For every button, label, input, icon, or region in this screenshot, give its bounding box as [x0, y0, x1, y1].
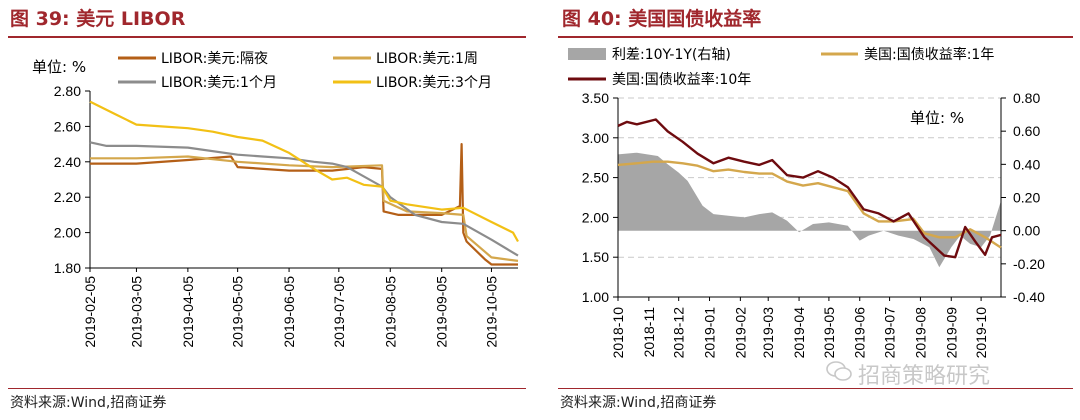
right-title-rule — [558, 36, 1073, 38]
y2-tick-label: -0.40 — [1013, 289, 1045, 305]
y-tick-label: 2.60 — [54, 118, 81, 134]
x-tick-label: 2019-02 — [732, 307, 748, 359]
y-tick-label: 2.40 — [54, 154, 81, 170]
y-tick-label: 1.50 — [582, 249, 609, 265]
x-tick-label: 2019-07 — [882, 307, 898, 359]
x-tick-label: 2019-09 — [943, 307, 959, 359]
y-tick-label: 2.50 — [582, 170, 609, 186]
x-tick-label: 2019-01 — [702, 307, 718, 359]
y2-tick-label: 0.60 — [1013, 123, 1040, 139]
left-source-note: 资料来源:Wind,招商证券 — [10, 395, 167, 411]
y-tick-label: 3.50 — [582, 90, 609, 106]
x-tick-label: 2019-07-05 — [331, 276, 347, 348]
x-tick-label: 2019-02-05 — [82, 276, 98, 348]
legend-label: LIBOR:美元:1周 — [376, 51, 478, 67]
left-title-rule — [8, 36, 526, 38]
y2-tick-label: 0.20 — [1013, 190, 1040, 206]
legend-label: 美国:国债收益率:1年 — [864, 46, 994, 63]
unit-label: 单位: % — [32, 58, 86, 76]
right-source-note: 资料来源:Wind,招商证券 — [560, 395, 717, 411]
x-tick-label: 2019-04-05 — [180, 276, 196, 348]
watermark: 招商策略研究 — [858, 364, 991, 389]
x-tick-label: 2019-08 — [912, 307, 928, 359]
x-tick-label: 2019-06-05 — [281, 276, 297, 348]
legend-label: LIBOR:美元:1个月 — [161, 75, 277, 91]
x-tick-label: 2019-10 — [973, 307, 989, 359]
x-tick-label: 2019-04 — [791, 307, 807, 359]
y-tick-label: 1.80 — [54, 260, 81, 276]
series-line — [89, 141, 519, 257]
x-tick-label: 2019-03-05 — [128, 276, 144, 348]
spread-area — [618, 152, 1001, 268]
series-line — [617, 160, 1002, 249]
x-tick-label: 2019-10-05 — [483, 276, 499, 348]
left-figure-title: 图 39: 美元 LIBOR — [10, 8, 186, 30]
series-line — [617, 118, 1002, 259]
y-tick-label: 3.00 — [582, 130, 609, 146]
y2-tick-label: 0.00 — [1013, 223, 1040, 239]
y-tick-label: 2.00 — [582, 209, 609, 225]
legend-swatch — [568, 48, 606, 60]
legend-label: LIBOR:美元:隔夜 — [161, 51, 268, 67]
x-tick-label: 2018-11 — [641, 307, 657, 358]
x-tick-label: 2019-05-05 — [230, 276, 246, 348]
treasury-chart: 3.50 3.00 2.50 2.00 1.50 1.00 0.80 0.60 0.40 0.20… — [568, 46, 1045, 359]
y2-tick-label: 0.80 — [1013, 90, 1040, 106]
right-figure-title: 图 40: 美国国债收益率 — [562, 8, 762, 30]
left-bottom-rule — [8, 388, 526, 389]
legend-label: 利差:10Y-1Y(右轴) — [612, 47, 731, 63]
x-tick-label: 2018-10 — [610, 307, 626, 359]
unit-label: 单位: % — [910, 109, 964, 127]
y-tick-label: 2.80 — [54, 83, 81, 99]
x-tick-label: 2019-03 — [760, 307, 776, 359]
x-tick-label: 2019-06 — [852, 307, 868, 359]
y-tick-label: 1.00 — [582, 289, 609, 305]
y-tick-label: 2.20 — [54, 189, 81, 205]
y2-tick-label: -0.20 — [1013, 256, 1045, 272]
y2-tick-label: 0.40 — [1013, 156, 1040, 172]
x-tick-label: 2018-12 — [671, 307, 687, 359]
x-tick-label: 2019-09-05 — [434, 276, 450, 348]
series-line — [90, 155, 519, 262]
legend-label: LIBOR:美元:3个月 — [376, 75, 492, 91]
right-bottom-rule — [558, 388, 1073, 389]
legend-label: 美国:国债收益率:10年 — [612, 71, 751, 88]
x-tick-label: 2019-08-05 — [382, 276, 398, 348]
x-tick-label: 2019-05 — [821, 307, 837, 359]
wechat-icon — [826, 361, 852, 381]
series-line — [89, 100, 519, 243]
series-line — [90, 142, 518, 266]
y-tick-label: 2.00 — [54, 225, 81, 241]
